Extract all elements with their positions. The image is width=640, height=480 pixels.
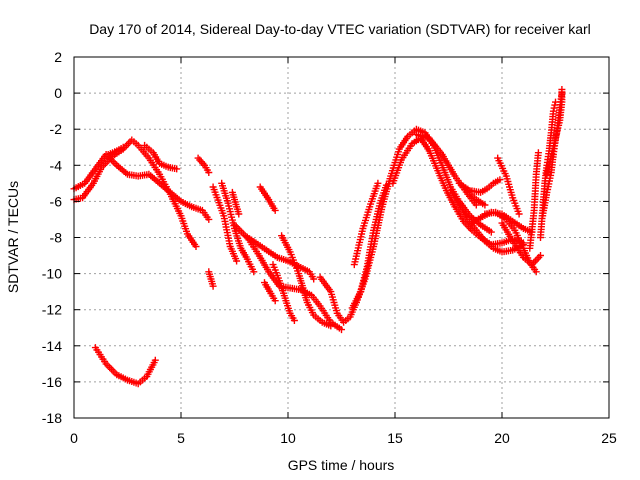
x-tick-label: 15 (387, 430, 403, 446)
data-point-markers (261, 279, 279, 305)
data-point-markers (70, 136, 200, 250)
data-point-markers (447, 187, 527, 256)
y-tick-label: -10 (42, 266, 62, 282)
data-point-markers (455, 176, 504, 196)
data-point-markers (209, 183, 241, 265)
y-tick-label: -12 (42, 302, 62, 318)
y-axis-title: SDTVAR / TECUs (5, 181, 21, 293)
series-arc-i (209, 183, 241, 265)
series-arc-b (70, 136, 200, 250)
series-arc-s (350, 179, 382, 269)
series-arc-x (464, 188, 489, 209)
x-tick-label: 5 (177, 430, 185, 446)
data-point-markers (348, 181, 390, 312)
y-tick-label: -8 (50, 230, 63, 246)
series-arc-m (243, 234, 345, 334)
data-points (70, 86, 566, 388)
data-point-markers (498, 219, 544, 269)
series-arc-j (205, 268, 217, 290)
data-point-markers (228, 188, 243, 218)
x-axis-title: GPS time / hours (288, 457, 395, 473)
x-tick-label: 0 (70, 430, 78, 446)
series-arc-c (91, 344, 159, 388)
data-point-markers (543, 86, 566, 178)
data-point-markers (494, 154, 523, 218)
x-tick-label: 25 (601, 430, 617, 446)
data-point-markers (194, 154, 213, 176)
x-tick-labels: 0 5 10 15 20 25 (70, 430, 617, 446)
series-arc-k (256, 183, 279, 214)
data-point-markers (205, 268, 217, 290)
y-tick-label: -16 (42, 374, 62, 390)
x-tick-label: 10 (280, 430, 296, 446)
y-tick-label: -6 (50, 193, 63, 209)
series-arc-n (278, 232, 335, 330)
series-arc-ac (526, 149, 542, 252)
y-tick-label: -4 (50, 157, 63, 173)
series-arc-e (104, 143, 127, 158)
data-point-markers (464, 188, 489, 209)
data-point-markers (256, 183, 279, 214)
series-arc-r (348, 181, 390, 312)
y-tick-label: -2 (50, 121, 63, 137)
data-point-markers (526, 149, 542, 252)
series-arc-v (447, 187, 527, 256)
series-arc-d (141, 141, 181, 173)
data-point-markers (141, 141, 181, 173)
series-arc-p (261, 279, 279, 305)
data-point-markers (243, 234, 345, 334)
y-tick-label: -14 (42, 338, 62, 354)
series-arc-f (194, 154, 213, 176)
y-tick-label: -18 (42, 410, 62, 426)
series-arc-aa (498, 219, 544, 269)
series-arc-ab (494, 154, 523, 218)
axis-ticks (73, 56, 610, 419)
series-arc-w (455, 176, 504, 196)
y-tick-labels: 2 0 -2 -4 -6 -8 -10 -12 -14 -16 -18 (42, 49, 62, 426)
y-tick-label: 2 (54, 49, 62, 65)
series-arc-af (543, 86, 566, 178)
series-arc-o (269, 261, 298, 324)
data-point-markers (91, 344, 159, 388)
series-arc-h (228, 188, 243, 218)
x-tick-label: 20 (494, 430, 510, 446)
chart-title: Day 170 of 2014, Sidereal Day-to-day VTE… (89, 21, 591, 37)
data-point-markers (350, 179, 382, 269)
data-point-markers (104, 143, 127, 158)
data-point-markers (278, 232, 335, 330)
y-tick-label: 0 (54, 85, 62, 101)
data-point-markers (269, 261, 298, 324)
